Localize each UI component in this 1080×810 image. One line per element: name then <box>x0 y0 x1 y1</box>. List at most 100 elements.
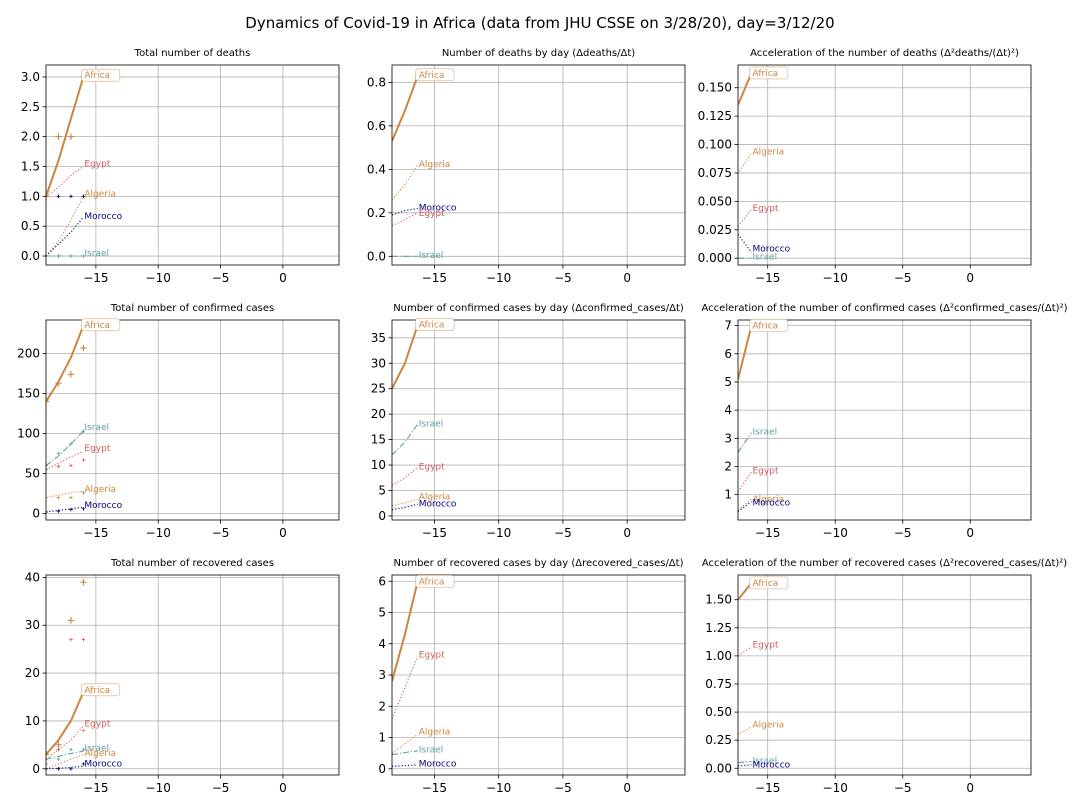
x-tick-label: −10 <box>146 781 171 795</box>
data-point-israel <box>46 463 48 468</box>
series-line-israel <box>738 760 752 764</box>
data-point-algeria <box>56 495 61 500</box>
data-point-africa <box>55 133 62 140</box>
series-line-africa <box>738 325 753 380</box>
data-point-morocco <box>81 507 86 511</box>
subplot-title: Acceleration of the number of recovered … <box>702 558 1067 569</box>
data-point-israel <box>69 254 73 258</box>
series-label-morocco: Morocco <box>419 759 457 769</box>
series-label-egypt: Egypt <box>84 444 110 454</box>
subplot-1: Total number of deaths −15 −10 −5 0 0.0 0.5 1.0… <box>21 48 340 285</box>
y-tick-label: 0.125 <box>698 109 732 123</box>
x-tick-label: −10 <box>823 781 848 795</box>
series-line-algeria <box>46 196 84 257</box>
y-tick-label: 2 <box>378 699 386 713</box>
series-label-egypt: Egypt <box>419 209 445 219</box>
label-box <box>81 318 121 332</box>
series-line-egypt <box>46 725 84 760</box>
series-label-algeria: Algeria <box>84 485 116 495</box>
series-label-algeria: Algeria <box>419 160 451 170</box>
label-box <box>749 66 789 80</box>
y-tick-label: 1.00 <box>705 649 732 663</box>
data-point-israel <box>56 254 61 258</box>
label-box <box>81 683 121 697</box>
axes-frame <box>391 64 686 266</box>
y-tick-label: 0.0 <box>21 249 40 263</box>
series-line-israel <box>392 750 418 756</box>
x-tick-label: −10 <box>146 271 171 285</box>
series-line-africa <box>738 72 753 106</box>
series-line-africa <box>392 324 419 390</box>
x-tick-label: −10 <box>486 271 511 285</box>
axes-frame <box>737 574 1032 776</box>
x-tick-label: −15 <box>755 271 780 285</box>
subplot-2: Number of deaths by day (Δdeaths/Δt) −15 −… <box>367 48 686 285</box>
y-tick-label: 0.2 <box>367 206 386 220</box>
data-point-morocco <box>81 194 86 199</box>
subplot-title: Number of confirmed cases by day (Δconfi… <box>393 303 684 314</box>
series-label-israel: Israel <box>419 419 444 429</box>
series-label-africa: Africa <box>84 321 110 331</box>
label-box <box>749 319 789 332</box>
series-label-morocco: Morocco <box>419 203 457 213</box>
data-point-morocco <box>69 507 73 512</box>
x-tick-label: −5 <box>894 271 912 285</box>
data-point-israel <box>46 757 48 762</box>
series-line-algeria <box>46 753 84 770</box>
series-line-africa <box>392 75 419 142</box>
y-tick-label: 2.0 <box>21 130 40 144</box>
y-tick-label: 0.075 <box>698 166 732 180</box>
plot-area <box>46 325 87 514</box>
y-tick-label: 1.5 <box>21 159 40 173</box>
series-line-morocco <box>392 503 418 511</box>
grid <box>46 575 339 775</box>
data-point-algeria <box>81 728 86 733</box>
y-tick-label: 3 <box>724 431 732 445</box>
series-line-morocco <box>392 764 418 767</box>
data-point-morocco <box>56 766 61 771</box>
series-label-israel: Israel <box>84 249 109 259</box>
x-tick-label: −10 <box>486 781 511 795</box>
subplot-title: Total number of recovered cases <box>110 558 274 569</box>
series-label-algeria: Algeria <box>753 495 785 505</box>
data-point-algeria <box>46 495 48 500</box>
y-tick-label: 0.6 <box>367 119 386 133</box>
y-tick-label: 6 <box>724 347 732 361</box>
data-point-africa <box>67 133 75 140</box>
x-tick-label: −5 <box>212 781 230 795</box>
x-tick-label: −10 <box>486 526 511 540</box>
series-label-morocco: Morocco <box>753 499 791 509</box>
series-label-morocco: Morocco <box>419 500 457 510</box>
series-line-algeria <box>392 733 419 754</box>
data-point-israel <box>81 747 86 752</box>
label-box <box>81 68 121 82</box>
label-box <box>415 318 455 331</box>
series-line-algeria <box>392 164 419 201</box>
y-tick-label: 3 <box>378 668 386 682</box>
subplot-grid: Total number of deaths −15 −10 −5 0 0.0 0.5 1.0… <box>17 48 1067 795</box>
plot-area <box>46 73 87 258</box>
data-point-morocco <box>56 194 61 199</box>
series-label-morocco: Morocco <box>753 760 791 770</box>
x-tick-label: −5 <box>212 271 230 285</box>
subplot-title: Number of recovered cases by day (Δrecov… <box>394 558 684 569</box>
series-label-israel: Israel <box>753 252 778 262</box>
x-tick-label: 0 <box>279 271 287 285</box>
y-tick-label: 10 <box>371 458 386 472</box>
subplot-title: Number of deaths by day (Δdeaths/Δt) <box>442 48 635 59</box>
x-tick-label: −10 <box>823 526 848 540</box>
x-tick-label: 0 <box>966 781 974 795</box>
series-line-algeria <box>738 498 752 511</box>
y-tick-label: 1.50 <box>705 593 732 607</box>
series-label-algeria: Algeria <box>84 189 116 199</box>
axes-frame <box>737 319 1032 521</box>
subplot-title: Acceleration of the number of confirmed … <box>702 303 1068 314</box>
grid <box>738 65 1031 265</box>
y-tick-label: 0 <box>378 762 386 776</box>
x-tick-label: −15 <box>755 526 780 540</box>
y-tick-label: 7 <box>724 319 732 333</box>
data-point-morocco <box>81 762 86 766</box>
data-point-africa <box>46 751 50 758</box>
data-point-africa <box>46 398 50 405</box>
y-tick-label: 1.0 <box>21 189 40 203</box>
